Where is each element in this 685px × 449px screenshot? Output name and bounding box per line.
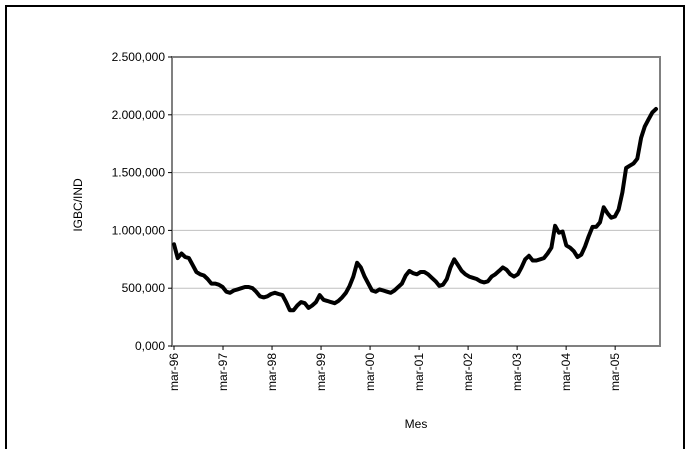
x-tick-label: mar-99: [314, 353, 328, 391]
y-tick-label: 1.000,000: [112, 223, 166, 237]
y-axis-title: IGBC/IND: [71, 178, 85, 232]
x-tick-label: mar-04: [559, 353, 573, 391]
y-tick-label: 0,000: [135, 339, 165, 353]
y-tick-label: 500,000: [122, 281, 166, 295]
x-tick-label: mar-96: [167, 353, 181, 391]
y-tick-label: 2.000,000: [112, 108, 166, 122]
x-tick-label: mar-97: [216, 353, 230, 391]
x-tick-label: mar-05: [608, 353, 622, 391]
series-line-igbc: [172, 107, 658, 313]
y-axis-ticks: 0,000 500,000 1.000,000 1.500,000 2.000,000 2…: [112, 50, 172, 353]
x-tick-label: mar-00: [363, 353, 377, 391]
plot-area-border: [171, 56, 661, 347]
gridlines: [172, 114, 660, 289]
chart-frame: [5, 5, 685, 449]
x-axis-title: Mes: [405, 417, 428, 431]
x-tick-label: mar-01: [412, 353, 426, 391]
x-axis-ticks: mar-96 mar-97 mar-98 mar-99 mar-00 mar-01 mar-…: [167, 346, 622, 391]
x-tick-label: mar-98: [265, 353, 279, 391]
y-tick-label: 1.500,000: [112, 166, 166, 180]
y-tick-label: 2.500,000: [112, 50, 166, 64]
x-tick-label: mar-02: [461, 353, 475, 391]
x-tick-label: mar-03: [510, 353, 524, 391]
